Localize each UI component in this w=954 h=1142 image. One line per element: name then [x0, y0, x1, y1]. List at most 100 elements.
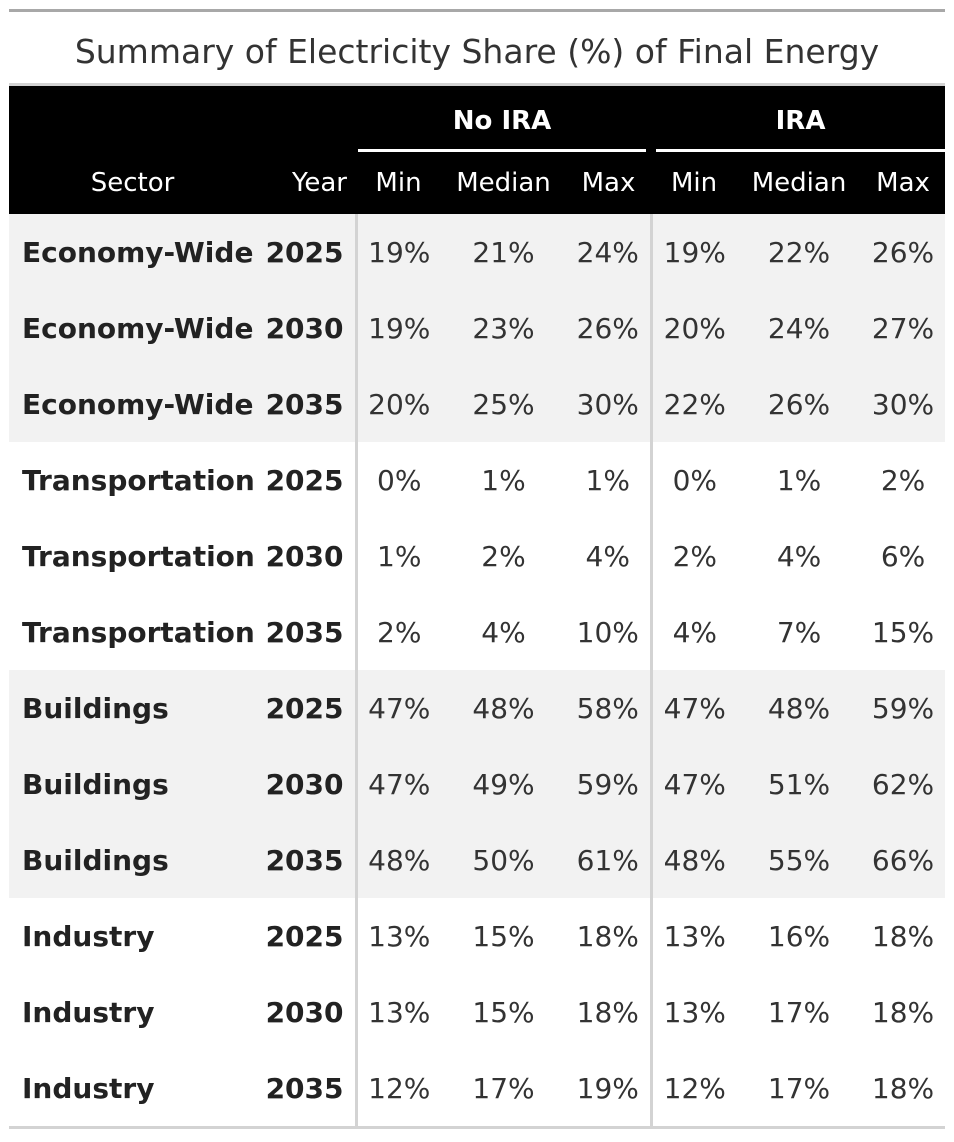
- cell-ira-max: 18%: [871, 919, 935, 953]
- cell-no-ira-max: 58%: [566, 670, 653, 746]
- table-row: Buildings 2025 47% 48% 58% 47% 48% 59%: [9, 670, 946, 746]
- cell-year: 2035: [256, 1050, 358, 1126]
- column-header-ira-median: Median: [751, 168, 847, 198]
- spanner-ira: IRA: [651, 86, 946, 152]
- cell-no-ira-max: 26%: [566, 290, 653, 366]
- column-header-sector: Sector: [90, 168, 175, 198]
- cell-year: 2035: [256, 822, 358, 898]
- cell-no-ira-median: 17%: [472, 1071, 535, 1105]
- cell-year: 2025: [256, 442, 358, 518]
- cell-ira-min: 47%: [651, 746, 738, 822]
- cell-no-ira-median: 49%: [441, 746, 566, 822]
- table-row: Industry 2035 12% 17% 19% 12% 17% 18%: [9, 1050, 945, 1126]
- table-row: Industry 2030 13% 15% 18% 13% 17% 18%: [9, 974, 945, 1050]
- cell-no-ira-median: 15%: [472, 995, 535, 1029]
- cell-no-ira-median: 2%: [481, 539, 526, 573]
- cell-no-ira-max: 61%: [566, 822, 653, 898]
- spanner-no-ira-label: No IRA: [358, 106, 647, 152]
- spanner-ira-label: IRA: [656, 106, 946, 152]
- cell-year: 2025: [256, 898, 358, 974]
- column-header-ira-min: Min: [670, 168, 718, 198]
- cell-no-ira-median: 1%: [481, 463, 526, 497]
- cell-ira-median: 55%: [737, 822, 862, 898]
- cell-ira-min: 48%: [651, 822, 738, 898]
- cell-sector: Transportation: [22, 615, 255, 649]
- cell-no-ira-median: 50%: [441, 822, 566, 898]
- cell-no-ira-max: 1%: [566, 442, 653, 518]
- table-row: Transportation 2025 0% 1% 1% 0% 1% 2%: [9, 442, 945, 518]
- cell-ira-median: 17%: [767, 1071, 831, 1105]
- cell-no-ira-median: 48%: [441, 670, 566, 746]
- column-label-row: Sector Year Min Median Max Min Median Ma…: [9, 152, 946, 214]
- cell-no-ira-max: 10%: [566, 594, 653, 670]
- spanner-no-ira: No IRA: [356, 86, 651, 152]
- cell-year: 2035: [256, 594, 358, 670]
- cell-ira-median: 51%: [737, 746, 862, 822]
- cell-ira-median: 4%: [776, 539, 822, 573]
- cell-ira-min: 12%: [663, 1071, 726, 1105]
- cell-ira-max: 18%: [871, 995, 935, 1029]
- cell-ira-min: 22%: [651, 366, 738, 442]
- table-row: Economy-Wide 2030 19% 23% 26% 20% 24% 27…: [9, 290, 946, 366]
- table-row: Transportation 2035 2% 4% 10% 4% 7% 15%: [9, 594, 945, 670]
- cell-ira-max: 59%: [861, 670, 946, 746]
- cell-ira-max: 15%: [871, 615, 935, 649]
- cell-sector: Economy-Wide: [9, 214, 256, 290]
- cell-year: 2030: [256, 974, 358, 1050]
- cell-ira-median: 22%: [737, 214, 862, 290]
- cell-year: 2025: [256, 214, 358, 290]
- column-header-year: Year: [291, 168, 347, 198]
- cell-no-ira-max: 59%: [566, 746, 653, 822]
- spanner-empty: [9, 86, 356, 152]
- cell-ira-max: 27%: [861, 290, 946, 366]
- bottom-rule: [9, 1126, 945, 1129]
- summary-table-container: Summary of Electricity Share (%) of Fina…: [9, 9, 946, 1129]
- cell-ira-median: 17%: [767, 995, 831, 1029]
- table-row: Buildings 2030 47% 49% 59% 47% 51% 62%: [9, 746, 946, 822]
- cell-ira-min: 13%: [663, 995, 726, 1029]
- cell-no-ira-max: 19%: [566, 1050, 653, 1126]
- cell-year: 2025: [256, 670, 358, 746]
- cell-ira-median: 26%: [737, 366, 862, 442]
- cell-ira-max: 66%: [861, 822, 946, 898]
- cell-ira-min: 47%: [651, 670, 738, 746]
- summary-table: No IRA IRA Sector Year Min Median Max Mi…: [9, 86, 946, 1126]
- cell-no-ira-median: 25%: [441, 366, 566, 442]
- cell-no-ira-median: 21%: [441, 214, 566, 290]
- cell-sector: Buildings: [9, 670, 256, 746]
- cell-ira-max: 6%: [880, 539, 926, 573]
- cell-ira-min: 0%: [672, 463, 717, 497]
- cell-ira-min: 20%: [651, 290, 738, 366]
- table-row: Industry 2025 13% 15% 18% 13% 16% 18%: [9, 898, 945, 974]
- cell-no-ira-min: 47%: [356, 746, 441, 822]
- table-body: Economy-Wide 2025 19% 21% 24% 19% 22% 26…: [9, 214, 946, 1126]
- cell-no-ira-min: 47%: [356, 670, 441, 746]
- cell-sector: Industry: [22, 919, 155, 953]
- cell-ira-median: 48%: [737, 670, 862, 746]
- cell-ira-max: 62%: [861, 746, 946, 822]
- cell-ira-median: 16%: [767, 919, 831, 953]
- cell-ira-max: 18%: [871, 1071, 935, 1105]
- cell-no-ira-median: 23%: [441, 290, 566, 366]
- spanner-row: No IRA IRA: [9, 86, 946, 152]
- cell-ira-max: 30%: [861, 366, 946, 442]
- cell-sector: Buildings: [9, 746, 256, 822]
- cell-no-ira-max: 4%: [566, 518, 653, 594]
- cell-sector: Transportation: [22, 539, 255, 573]
- table-row: Economy-Wide 2035 20% 25% 30% 22% 26% 30…: [9, 366, 946, 442]
- cell-year: 2030: [256, 746, 358, 822]
- column-header-no-ira-median: Median: [456, 168, 551, 198]
- cell-sector: Industry: [22, 1071, 155, 1105]
- cell-sector: Buildings: [9, 822, 256, 898]
- cell-ira-max: 26%: [861, 214, 946, 290]
- cell-ira-min: 2%: [672, 539, 717, 573]
- cell-no-ira-min: 48%: [356, 822, 441, 898]
- column-header-no-ira-min: Min: [375, 168, 422, 198]
- column-header-no-ira-max: Max: [581, 168, 636, 198]
- cell-ira-min: 19%: [651, 214, 738, 290]
- column-header-ira-max: Max: [876, 168, 930, 198]
- top-rule: [9, 9, 945, 12]
- cell-year: 2035: [256, 366, 358, 442]
- cell-sector: Transportation: [22, 463, 255, 497]
- cell-ira-max: 2%: [880, 463, 926, 497]
